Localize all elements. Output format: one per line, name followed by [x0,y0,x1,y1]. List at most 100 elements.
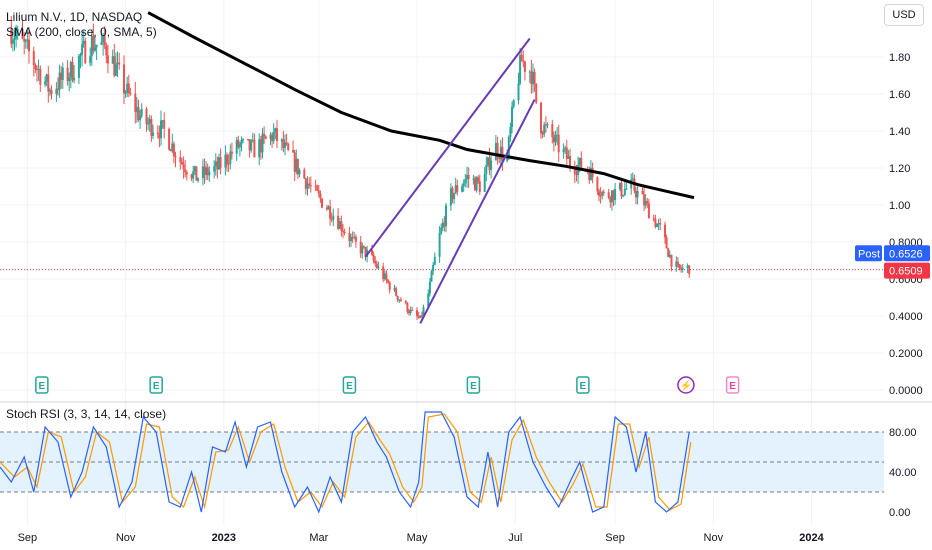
candle-body [247,139,249,141]
event-label: ⚡ [680,379,692,392]
candle-body [462,183,465,187]
candle-body [306,183,309,189]
earnings-event-icon[interactable]: E [466,376,481,394]
candle-body [535,83,538,103]
candle-body [309,185,312,187]
candle-body [668,254,671,257]
candle-body [269,134,272,139]
earnings-events[interactable]: E E E E E ⚡ E [35,376,740,394]
candle-body [564,147,567,149]
candle-body [404,301,407,303]
candle-body [129,93,132,95]
candle-body [161,120,164,122]
candle-body [37,68,40,70]
price-axis[interactable]: 1.801.601.401.201.000.80000.60000.40000.… [889,52,923,397]
candle-body [467,175,470,179]
earnings-event-icon[interactable]: E [149,376,163,394]
candle-body [351,237,354,239]
candle-body [601,191,604,196]
candle-body [342,230,344,232]
candle-body [84,40,87,64]
candle-body [111,56,114,64]
candle-body [498,157,501,160]
candle-body [565,147,568,159]
candle-body [160,120,162,139]
candle-body [488,157,491,171]
candle-body [588,170,591,181]
candle-body [364,247,367,257]
candle-body [643,194,646,206]
time-axis[interactable]: Sep Nov 2023 Mar May Jul Sep Nov 2024 [18,532,825,544]
candle-body [631,178,634,180]
candle-body [287,143,290,150]
price-tick-label: 0.2000 [889,348,923,360]
candle-body [657,223,660,225]
chart-title[interactable]: Lilium N.V., 1D, NASDAQ [6,10,143,24]
candle-body [69,62,72,78]
candle-body [475,177,478,191]
candle-body [193,166,196,172]
candle-body [171,143,174,152]
candle-body [625,188,628,190]
candle-body [127,83,130,94]
candle-body [135,107,138,112]
candle-body [361,245,364,254]
candle-body [507,136,510,157]
event-label: E [580,381,587,392]
candle-body [551,124,554,138]
candle-body [261,133,264,153]
candle-body [284,142,286,148]
channel-line[interactable] [364,37,531,258]
candle-body [240,139,243,145]
dividend-event-icon[interactable]: ⚡ [677,376,695,394]
earnings-event-icon[interactable]: E [35,376,49,394]
earnings-event-icon[interactable]: E [725,376,740,394]
candle-body [224,154,227,168]
candle-body [10,29,13,44]
candle-body [258,139,261,158]
channel-line[interactable] [419,99,536,324]
candle-body [676,261,679,265]
candle-body [253,139,256,158]
candle-body [295,158,298,172]
candle-body [620,182,623,197]
time-tick-label: 2024 [799,532,824,544]
currency-button[interactable]: USD [884,4,924,26]
earnings-event-icon[interactable]: E [342,376,357,394]
candle-body [546,124,549,126]
candle-body [272,131,275,142]
candle-body [55,88,58,95]
candle-body [622,195,625,197]
price-tick-label: 1.60 [889,89,910,101]
stoch-rsi-legend[interactable]: Stoch RSI (3, 3, 14, 14, close) [6,407,167,421]
candle-body [71,62,74,81]
event-label: E [346,381,353,392]
trend-channel[interactable] [364,37,536,324]
candle-body [172,143,175,157]
stoch-rsi-k-line [0,411,690,514]
candle-body [235,139,238,154]
candle-body [664,224,666,238]
candle-body [636,191,639,198]
candle-body [635,190,637,198]
candle-body [251,139,254,141]
candle-body [372,254,375,261]
candle-body [441,222,444,228]
candle-body [201,166,204,179]
candle-body [148,118,151,124]
candle-body [602,191,605,193]
candle-body [192,171,195,179]
price-tick-label: 1.80 [889,52,910,64]
candle-body [92,36,95,51]
candle-body [45,74,48,82]
event-marker [466,376,481,394]
stoch-tick-label: 0.00 [889,507,910,519]
candle-body [609,197,612,203]
candle-body [332,215,335,220]
candle-body [517,83,520,101]
sma-legend[interactable]: SMA (200, close, 0, SMA, 5) [6,25,157,39]
stoch-rsi-axis[interactable]: 80.00 40.00 0.00 [889,427,917,519]
earnings-event-icon[interactable]: E [576,376,590,394]
candle-body [544,124,547,126]
